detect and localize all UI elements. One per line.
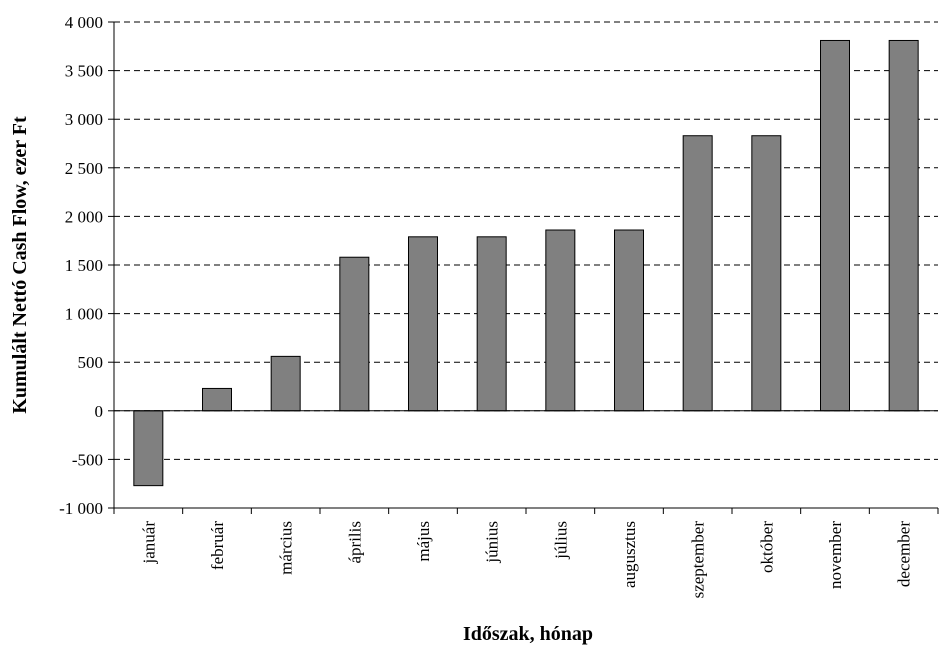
x-tick-label: október (757, 521, 776, 573)
bar-május (408, 236, 438, 412)
bar-március (270, 355, 301, 412)
y-tick-label: 0 (95, 402, 104, 421)
y-tick-label: 1 500 (65, 256, 103, 275)
y-tick-label: -500 (72, 450, 103, 469)
bar-április (339, 256, 370, 412)
bar-november (820, 39, 850, 412)
bar-január (133, 410, 164, 487)
axes (108, 21, 939, 514)
x-tick-label: február (208, 521, 227, 570)
y-tick-label: 2 500 (65, 159, 103, 178)
x-tick-label: augusztus (620, 521, 639, 588)
gridlines (114, 21, 938, 460)
y-tick-label: 2 000 (65, 207, 103, 226)
y-tick-label: -1 000 (59, 499, 103, 518)
bar-július (545, 229, 576, 412)
x-tick-label: március (277, 521, 296, 575)
bar-június (476, 236, 507, 412)
x-tick-label: április (345, 521, 364, 564)
x-tick-label: július (551, 521, 570, 560)
x-tick-label: január (139, 521, 158, 565)
bars (133, 39, 919, 487)
x-tick-labels: január február március április május június jú… (139, 521, 913, 599)
x-axis-title: Időszak, hónap (463, 623, 593, 645)
bar-október (751, 135, 782, 412)
y-axis-title: Kumulált Nettó Cash Flow, ezer Ft (9, 116, 31, 414)
y-tick-label: 4 000 (65, 13, 103, 32)
x-tick-label: november (826, 521, 845, 589)
bar-december (888, 39, 919, 412)
y-tick-label: 1 000 (65, 305, 103, 324)
y-tick-labels: -1 000 -500 0 500 1 000 1 500 2 000 2 500 3 000 3… (59, 13, 103, 518)
x-tick-label: május (414, 521, 433, 562)
y-tick-label: 3 500 (65, 62, 103, 81)
x-tick-label: június (483, 521, 502, 564)
bar-február (202, 387, 232, 412)
bar-szeptember (682, 135, 713, 412)
x-tick-label: december (895, 521, 914, 587)
y-tick-label: 500 (78, 353, 104, 372)
y-tick-label: 3 000 (65, 110, 103, 129)
bar-augusztus (614, 229, 644, 412)
x-tick-label: szeptember (689, 521, 708, 599)
